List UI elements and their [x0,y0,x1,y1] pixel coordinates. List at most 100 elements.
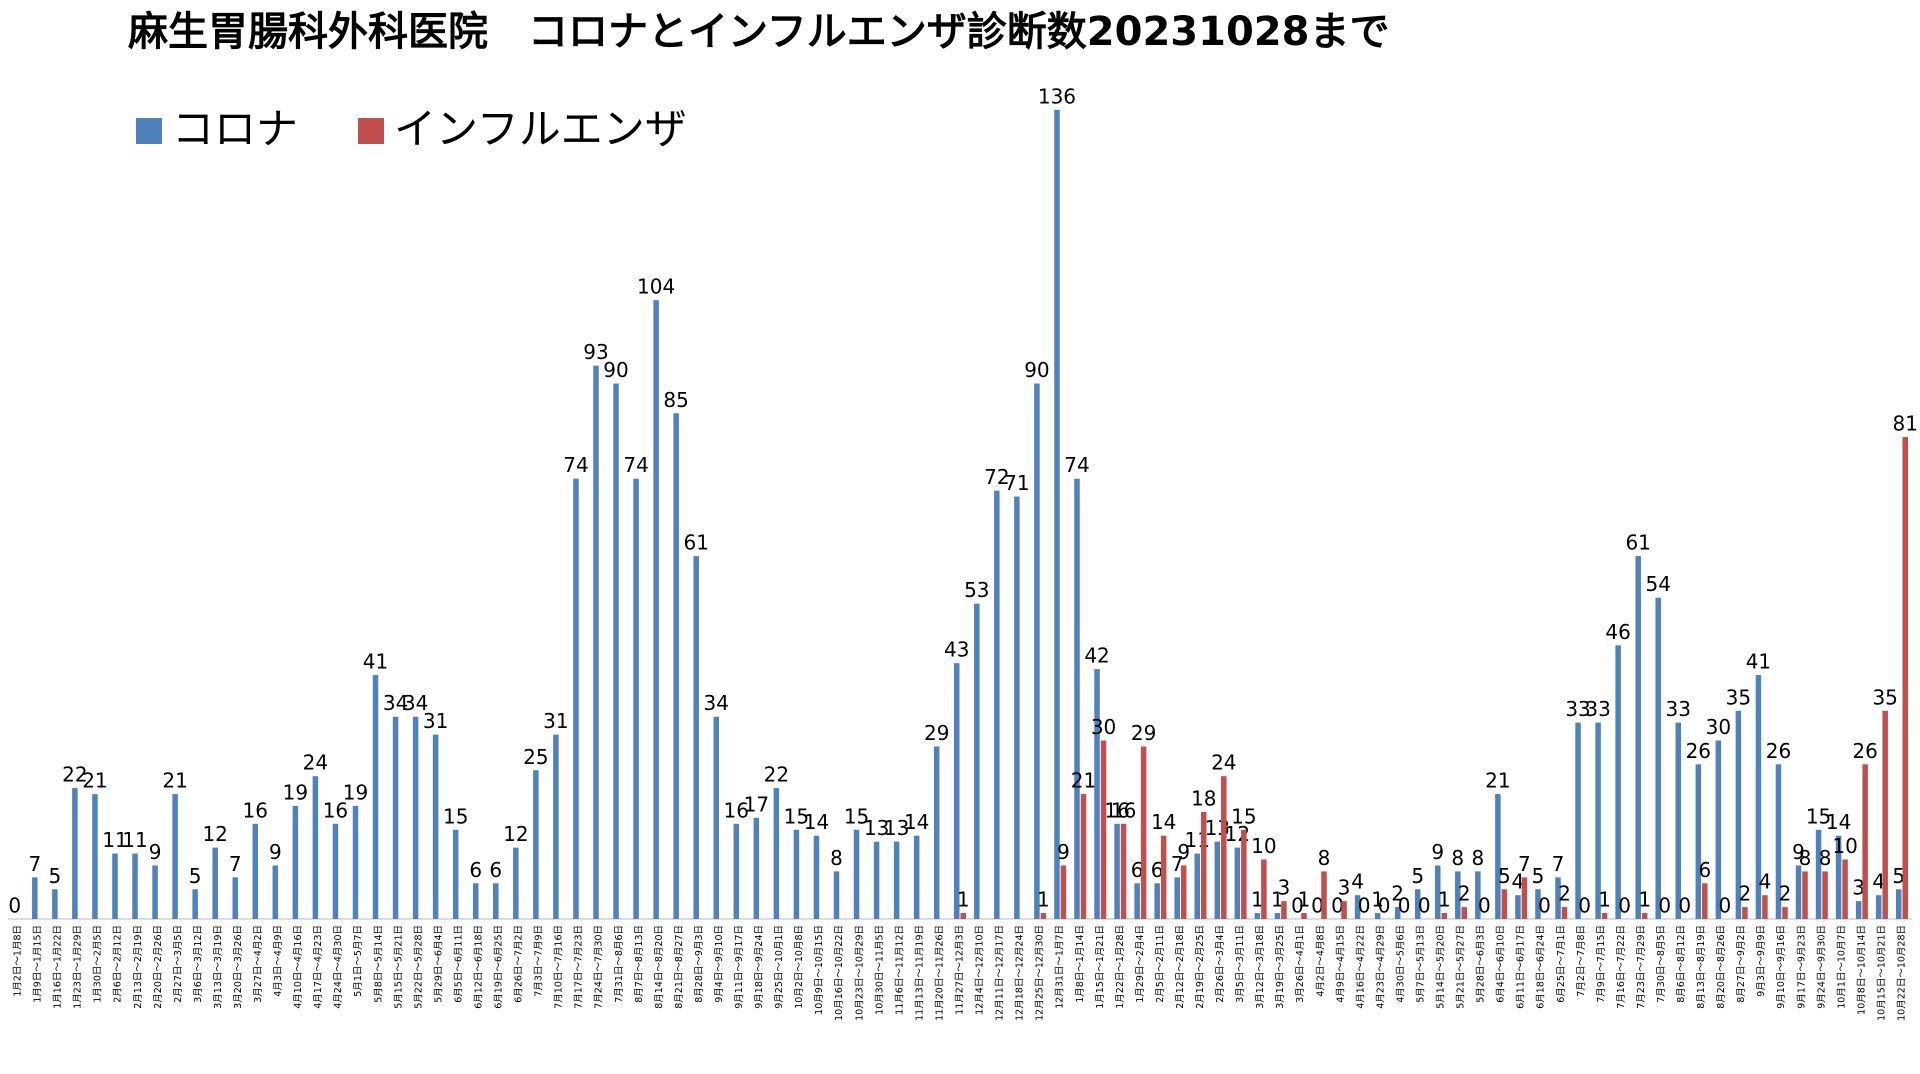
data-label: 0 [1358,894,1371,918]
bar [653,300,659,919]
bar [1154,883,1160,919]
data-label: 90 [603,358,628,382]
data-label: 6 [1698,858,1711,882]
x-tick-label: 4月9日～4月15日 [1335,925,1346,1003]
bar [1194,853,1201,919]
bar [1875,895,1882,919]
bar [553,734,559,919]
data-label: 18 [1191,786,1216,810]
bar [853,829,860,919]
bar [793,829,800,919]
data-label: 24 [1211,751,1236,775]
x-tick-label: 12月31日～1月7日 [1055,925,1066,1009]
x-tick-label: 10月30日～11月5日 [874,925,885,1015]
data-label: 1 [1298,888,1311,912]
x-tick-label: 3月13日～3月19日 [213,925,224,1009]
bar [1515,895,1521,919]
data-label: 31 [543,709,568,733]
data-label: 10 [1251,834,1276,858]
data-label: 2 [1779,882,1792,906]
bar [1114,823,1120,919]
bar [52,889,58,919]
bar [1160,835,1167,919]
data-label: 0 [1658,894,1671,918]
x-tick-label: 1月16日～1月22日 [53,925,64,1009]
x-tick-label: 10月15日～10月21日 [1876,925,1887,1021]
bar [1241,829,1247,919]
bar [1414,889,1421,919]
bar [1140,746,1147,919]
x-tick-label: 4月3日～4月9日 [273,925,284,997]
x-tick-label: 7月3日～7月9日 [534,925,545,997]
x-tick-label: 7月17日～7月23日 [574,925,585,1009]
bar [372,675,379,919]
bar [960,913,966,919]
data-label: 7 [1518,852,1531,876]
bar [1394,907,1401,919]
data-label: 0 [1418,894,1431,918]
data-label: 25 [523,745,548,769]
data-label: 61 [683,531,708,555]
bar [72,788,78,919]
data-label: 0 [1378,894,1391,918]
bar [312,776,319,919]
x-tick-label: 2月20日～2月26日 [153,925,164,1009]
data-label: 6 [1151,858,1164,882]
bar [1735,710,1742,919]
x-tick-label: 8月20日～8月26日 [1716,925,1727,1009]
bar [1060,865,1067,919]
data-label: 21 [162,769,187,793]
data-label: 43 [944,638,969,662]
data-label: 4 [1759,870,1772,894]
x-tick-label: 6月12日～6月18日 [473,925,484,1009]
data-label: 31 [423,709,448,733]
data-label: 15 [1806,804,1831,828]
data-label: 0 [1538,894,1551,918]
data-label: 0 [1291,894,1304,918]
chart-title: 麻生胃腸科外科医院 コロナとインフルエンザ診断数20231028まで [128,9,1389,55]
data-label: 1 [1037,888,1050,912]
data-label: 9 [1057,840,1070,864]
data-label: 22 [62,763,87,787]
data-label: 16 [1111,798,1136,822]
x-tick-label: 2月6日～2月12日 [113,925,124,1003]
data-label: 15 [784,804,809,828]
x-tick-label: 8月6日～8月12日 [1676,925,1687,1003]
x-tick-label: 9月24日～9月30日 [1816,925,1827,1009]
bar [1702,883,1708,919]
x-tick-label: 2月26日～3月4日 [1215,925,1226,1003]
data-label: 16 [323,798,348,822]
data-label: 5 [189,864,202,888]
data-label: 14 [904,810,929,834]
x-tick-label: 7月9日～7月15日 [1596,925,1607,1003]
data-label: 9 [1792,840,1805,864]
data-label: 22 [764,763,789,787]
x-tick-label: 9月18日～9月24日 [754,925,765,1009]
data-label: 5 [1892,864,1905,888]
data-label: 33 [1565,697,1590,721]
x-tick-label: 12月25日～12月30日 [1035,925,1046,1021]
bar [1221,776,1227,919]
data-label: 8 [830,846,843,870]
bar [1775,764,1782,919]
x-tick-label: 10月9日～10月15日 [814,925,825,1015]
x-tick-label: 1月23日～1月29日 [73,925,84,1009]
bar [733,823,740,919]
data-label: 42 [1084,644,1109,668]
bar [1374,913,1381,919]
x-tick-label: 6月26日～7月2日 [514,925,525,1003]
bar [673,413,679,919]
data-label: 4 [1512,870,1525,894]
data-label: 4 [1351,870,1364,894]
x-tick-label: 1月22日～1月28日 [1115,925,1126,1009]
data-label: 19 [343,780,368,804]
x-tick-label: 8月27日～9月2日 [1736,925,1747,1003]
bar [1535,889,1541,919]
bar [593,365,599,919]
data-label: 2 [1458,882,1471,906]
data-label: 35 [1726,685,1751,709]
bar [1234,847,1241,919]
bar [913,835,920,919]
x-tick-label: 2月5日～2月11日 [1155,925,1166,1003]
data-label: 9 [1431,840,1444,864]
